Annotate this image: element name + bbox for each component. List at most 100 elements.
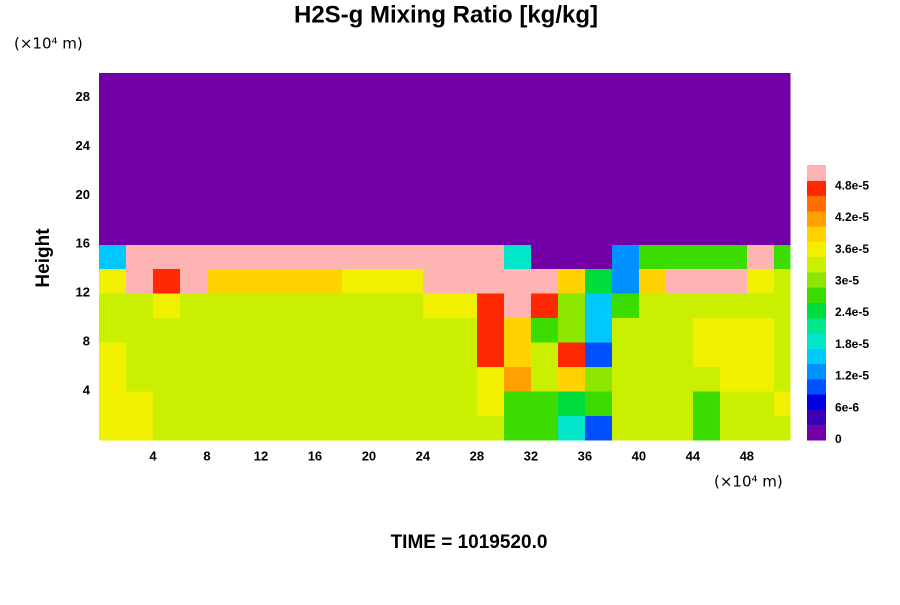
heat-cell	[206, 366, 235, 392]
heat-cell	[287, 391, 316, 417]
heat-cell	[719, 73, 748, 245]
heat-cell	[99, 391, 127, 417]
heat-cell	[422, 317, 451, 343]
colorbar-cell	[807, 165, 826, 181]
heat-cell	[449, 317, 478, 343]
heat-cell	[233, 317, 262, 343]
heat-cell	[746, 366, 775, 392]
heat-cell	[584, 366, 613, 392]
y-tick-label: 4	[83, 383, 91, 398]
heat-cell	[773, 73, 791, 245]
heat-cell	[233, 391, 262, 417]
heat-cell	[341, 342, 370, 368]
y-tick-label: 16	[76, 236, 90, 251]
heat-cell	[368, 244, 397, 270]
heat-cell	[665, 415, 694, 441]
heat-cell	[287, 366, 316, 392]
heat-cell	[368, 415, 397, 441]
heat-cell	[530, 73, 559, 245]
heat-cell	[638, 293, 667, 319]
colorbar-cell	[807, 424, 826, 441]
heat-cell	[395, 268, 424, 294]
heat-cell	[233, 342, 262, 368]
colorbar-cell	[807, 271, 826, 288]
heat-cell	[692, 342, 721, 368]
colorbar-tick-label: 4.8e-5	[835, 178, 869, 192]
heat-cell	[611, 317, 640, 343]
x-unit: (×10⁴ m)	[714, 473, 783, 491]
colorbar-tick-label: 2.4e-5	[835, 305, 869, 319]
heat-cell	[206, 244, 235, 270]
heat-cell	[341, 268, 370, 294]
heat-cell	[206, 268, 235, 294]
heat-cell	[314, 244, 343, 270]
heat-cell	[422, 415, 451, 441]
heat-cell	[746, 268, 775, 294]
heat-cell	[530, 342, 559, 368]
heat-cell	[449, 342, 478, 368]
x-tick-label: 8	[203, 448, 210, 463]
heat-cell	[773, 342, 791, 368]
heat-cell	[341, 317, 370, 343]
heat-cell	[719, 366, 748, 392]
heat-cell	[476, 244, 505, 270]
colorbar-cell	[807, 195, 826, 212]
heat-cell	[287, 73, 316, 245]
heat-cell	[179, 391, 208, 417]
heat-cell	[638, 342, 667, 368]
heat-cell	[422, 293, 451, 319]
heat-cell	[476, 293, 505, 319]
heat-cell	[422, 366, 451, 392]
heat-cell	[152, 366, 181, 392]
heat-cell	[206, 415, 235, 441]
heat-cell	[179, 73, 208, 245]
heat-cell	[395, 391, 424, 417]
heat-cell	[611, 244, 640, 270]
y-tick-label: 8	[83, 334, 90, 349]
y-tick-label: 24	[76, 138, 91, 153]
heat-cell	[476, 73, 505, 245]
x-tick-label: 20	[362, 448, 376, 463]
x-tick-label: 48	[740, 448, 754, 463]
footer: TIME = 1019520.0	[391, 532, 548, 553]
heat-cell	[449, 415, 478, 441]
heat-cell	[665, 342, 694, 368]
heat-cell	[260, 244, 289, 270]
heat-cell	[530, 366, 559, 392]
heat-cell	[125, 342, 154, 368]
heat-cell	[179, 244, 208, 270]
heat-cell	[341, 415, 370, 441]
heat-cell	[584, 244, 613, 270]
heat-cell	[287, 244, 316, 270]
heat-cell	[260, 366, 289, 392]
heat-cell	[395, 366, 424, 392]
heat-cell	[395, 244, 424, 270]
x-tick-label: 12	[254, 448, 268, 463]
heat-cell	[638, 317, 667, 343]
heat-cell	[395, 73, 424, 245]
heat-cell	[99, 268, 127, 294]
heat-cell	[395, 415, 424, 441]
heat-cell	[422, 244, 451, 270]
heat-cell	[422, 73, 451, 245]
heat-cell	[584, 317, 613, 343]
heat-cell	[692, 268, 721, 294]
heat-cell	[557, 293, 586, 319]
colorbar-cell	[807, 287, 826, 303]
heat-cell	[503, 244, 532, 270]
heat-cell	[746, 317, 775, 343]
heat-cell	[206, 342, 235, 368]
heat-cell	[746, 244, 775, 270]
colorbar-tick-label: 1.2e-5	[835, 369, 869, 383]
heat-cell	[773, 244, 791, 270]
heat-cell	[611, 268, 640, 294]
heat-cell	[287, 317, 316, 343]
heat-cell	[260, 415, 289, 441]
y-tick-label: 28	[76, 89, 90, 104]
heat-cell	[152, 415, 181, 441]
heat-cell	[368, 391, 397, 417]
heat-cell	[665, 293, 694, 319]
heat-cell	[503, 415, 532, 441]
heat-cell	[152, 73, 181, 245]
heat-cell	[503, 293, 532, 319]
